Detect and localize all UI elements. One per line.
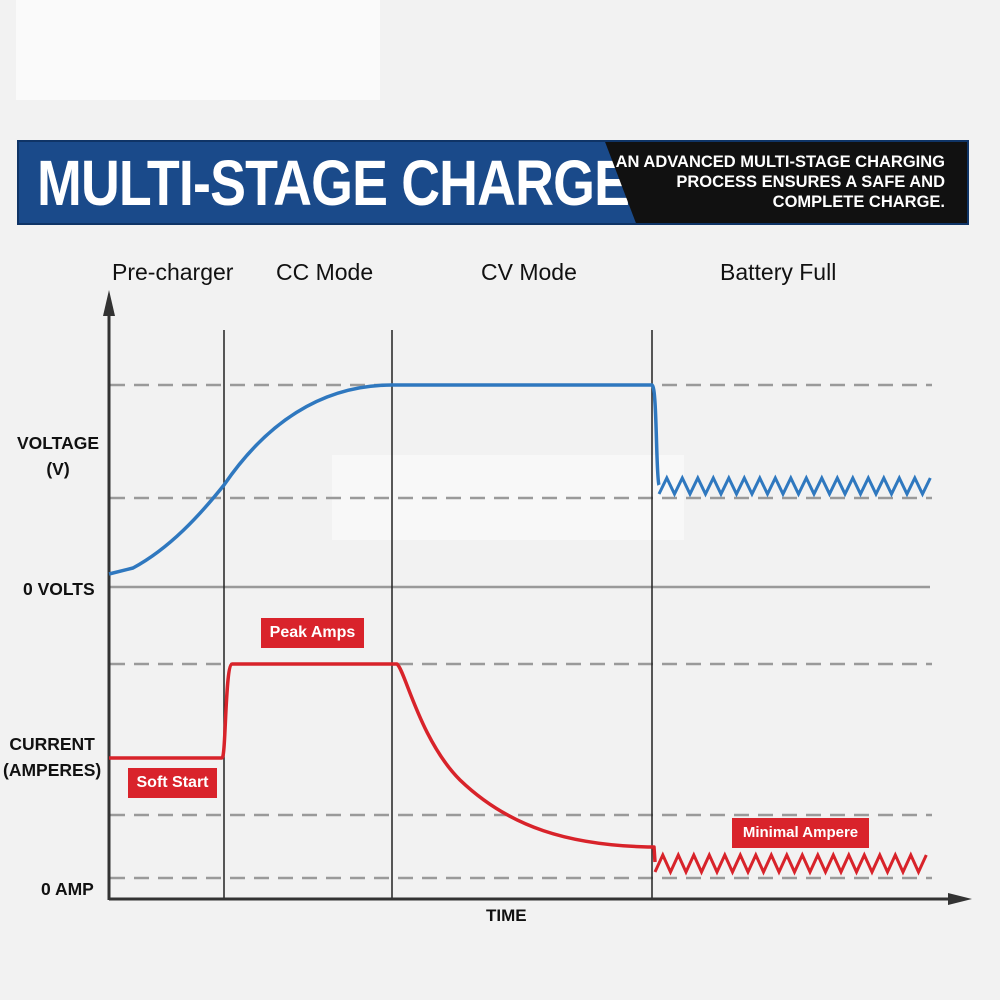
- blank-patch: [16, 0, 380, 100]
- voltage-curve: [108, 383, 661, 576]
- banner-subtitle-line-3: COMPLETE CHARGE.: [772, 193, 945, 211]
- zero-volts-label: 0 VOLTS: [23, 579, 95, 599]
- current-curve: [109, 662, 657, 863]
- phase-dividers: [223, 330, 653, 898]
- y-axis-arrow: [103, 290, 115, 316]
- current-ripple: [653, 851, 928, 876]
- banner-subtitle-line-1: AN ADVANCED MULTI-STAGE CHARGING: [615, 153, 945, 171]
- peak-amps-tag: Peak Amps: [261, 618, 364, 648]
- banner-subtitle-line-2: PROCESS ENSURES A SAFE AND: [676, 173, 945, 191]
- x-axis-arrow: [948, 893, 972, 905]
- time-axis-label: TIME: [486, 906, 527, 925]
- minimal-ampere-tag: Minimal Ampere: [732, 818, 869, 848]
- voltage-ripple: [657, 474, 932, 498]
- voltage-label-line-2: (V): [46, 459, 70, 479]
- current-label-line-1: CURRENT: [9, 734, 95, 754]
- banner-subtitle-panel: [605, 142, 967, 223]
- banner-subtitle: AN ADVANCED MULTI-STAGE CHARGING PROCESS…: [585, 152, 945, 212]
- voltage-label-line-1: VOLTAGE: [17, 433, 99, 453]
- zero-amp-label: 0 AMP: [41, 879, 94, 899]
- soft-start-tag: Soft Start: [128, 768, 217, 798]
- title-banner: MULTI-STAGE CHARGE AN ADVANCED MULTI-STA…: [17, 140, 969, 225]
- current-label-line-2: (AMPERES): [3, 760, 102, 780]
- phase-pre-charger: Pre-charger: [112, 259, 234, 285]
- current-axis-label: CURRENT (AMPERES): [3, 731, 101, 783]
- banner-title: MULTI-STAGE CHARGE: [37, 147, 630, 219]
- voltage-axis-label: VOLTAGE (V): [17, 430, 99, 482]
- phase-battery-full: Battery Full: [720, 259, 837, 285]
- phase-cv-mode: CV Mode: [481, 259, 577, 285]
- phase-cc-mode: CC Mode: [276, 259, 374, 285]
